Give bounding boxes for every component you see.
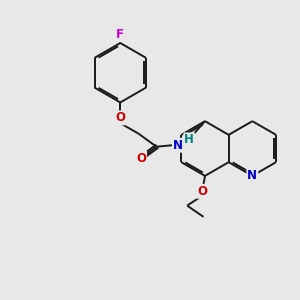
Text: F: F (116, 28, 124, 41)
Text: O: O (197, 185, 207, 198)
Text: O: O (115, 111, 125, 124)
Text: N: N (173, 139, 183, 152)
Text: O: O (136, 152, 146, 164)
Text: N: N (247, 169, 257, 182)
Text: H: H (184, 134, 194, 146)
